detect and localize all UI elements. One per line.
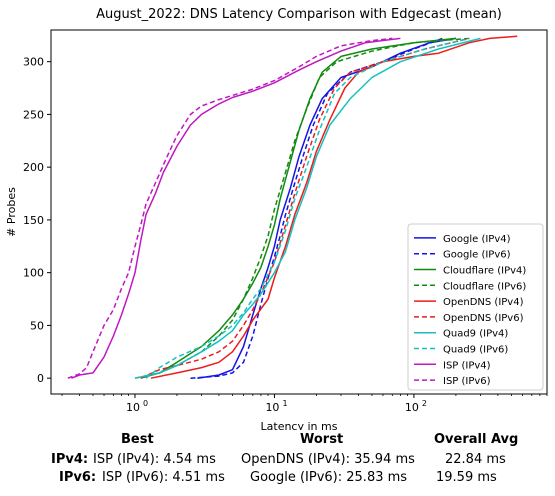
summary-worst-value: Google (IPv6): 25.83 ms [250, 470, 408, 485]
legend-label: Quad9 (IPv4) [443, 329, 508, 340]
x-tick-label: 10 [405, 401, 419, 414]
x-tick-label: 10 [126, 401, 140, 414]
series-line-5 [140, 37, 470, 379]
series-line-2 [140, 37, 456, 379]
x-tick-exponent: 2 [422, 399, 427, 408]
summary-header-avg: Overall Avg [434, 432, 519, 447]
summary-avg-value: 19.59 ms [436, 470, 497, 485]
summary-worst-value: OpenDNS (IPv4): 35.94 ms [241, 452, 415, 467]
series-line-7 [145, 37, 470, 379]
series-line-6 [134, 37, 481, 379]
x-tick-exponent: 1 [282, 399, 287, 408]
summary-best-value: ISP (IPv4): 4.54 ms [93, 452, 216, 467]
legend-label: Cloudflare (IPv4) [443, 266, 526, 277]
legend: Google (IPv4) Google (IPv6) Cloudflare (IP… [407, 223, 544, 391]
y-tick-label: 200 [23, 161, 44, 174]
legend-label: Quad9 (IPv6) [443, 345, 508, 356]
y-tick-label: 0 [37, 372, 44, 385]
y-tick-label: 50 [30, 319, 44, 332]
summary-row-label: IPv6: [59, 470, 97, 485]
series-line-8 [71, 37, 401, 379]
y-tick-label: 250 [23, 108, 44, 121]
legend-label: ISP (IPv4) [443, 360, 491, 371]
legend-label: ISP (IPv6) [443, 376, 491, 387]
y-axis-label: # Probes [5, 187, 18, 237]
summary-avg-value: 22.84 ms [445, 452, 506, 467]
summary-header-worst: Worst [300, 432, 344, 447]
y-tick-label: 150 [23, 214, 44, 227]
legend-label: OpenDNS (IPv6) [443, 313, 524, 324]
chart-title: August_2022: DNS Latency Comparison with… [96, 7, 502, 22]
series-line-4 [150, 35, 518, 379]
legend-box [407, 223, 544, 391]
summary-header-best: Best [121, 432, 154, 447]
latency-chart: August_2022: DNS Latency Comparison with… [5, 7, 548, 430]
legend-label: Google (IPv6) [443, 250, 511, 261]
y-tick-label: 100 [23, 267, 44, 280]
summary-best-value: ISP (IPv6): 4.51 ms [102, 470, 225, 485]
series-line-9 [67, 37, 393, 379]
plot-frame [50, 29, 548, 395]
legend-label: Google (IPv4) [443, 234, 511, 245]
summary-row-label: IPv4: [51, 452, 89, 467]
y-tick-label: 300 [23, 56, 44, 69]
x-axis-label: Latency in ms [261, 420, 338, 430]
legend-label: Cloudflare (IPv6) [443, 281, 526, 292]
legend-label: OpenDNS (IPv4) [443, 297, 524, 308]
x-tick-label: 10 [265, 401, 279, 414]
x-tick-exponent: 0 [143, 399, 148, 408]
